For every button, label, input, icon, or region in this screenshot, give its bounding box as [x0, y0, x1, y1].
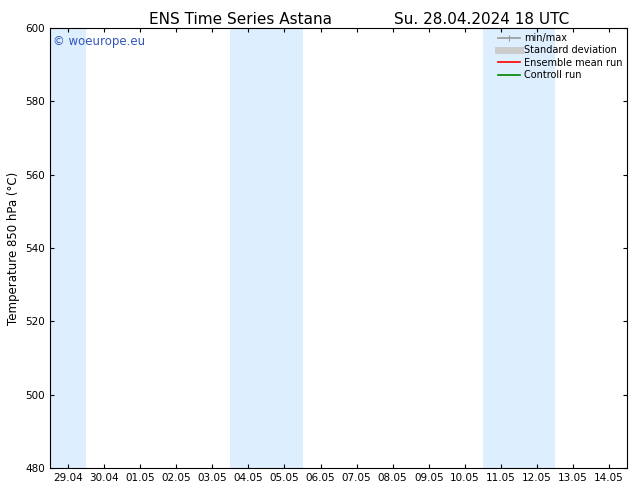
Text: © woeurope.eu: © woeurope.eu	[53, 35, 145, 48]
Bar	[50, 28, 86, 468]
Bar	[230, 28, 302, 468]
Bar	[483, 28, 555, 468]
Text: Su. 28.04.2024 18 UTC: Su. 28.04.2024 18 UTC	[394, 12, 569, 27]
Y-axis label: Temperature 850 hPa (°C): Temperature 850 hPa (°C)	[7, 172, 20, 325]
Text: ENS Time Series Astana: ENS Time Series Astana	[150, 12, 332, 27]
Legend: min/max, Standard deviation, Ensemble mean run, Controll run: min/max, Standard deviation, Ensemble me…	[498, 33, 622, 80]
